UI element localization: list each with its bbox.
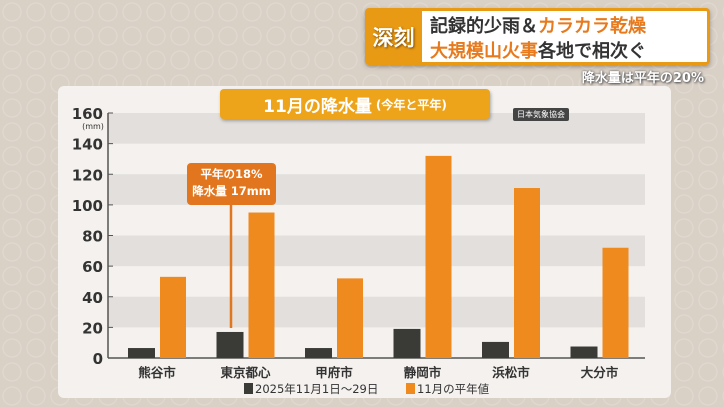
y-tick-label: 80 (82, 228, 103, 246)
bar-this-year (393, 328, 421, 358)
x-tick-label: 静岡市 (404, 365, 442, 380)
bar-this-year (216, 331, 244, 358)
y-tick-label: 60 (82, 258, 103, 276)
annotation-callout: 平年の18% 降水量 17mm (187, 163, 276, 205)
y-tick-label: 20 (82, 319, 103, 337)
legend-swatch-this-year (244, 383, 253, 394)
bar-normal (160, 276, 186, 358)
bar-normal (337, 278, 363, 358)
y-tick-label: 120 (72, 166, 103, 184)
legend-swatch-normal (406, 383, 415, 394)
y-axis-unit: (mm) (82, 122, 104, 131)
grid-band (108, 235, 645, 267)
y-tick-label: 140 (72, 136, 103, 154)
x-tick-label: 熊谷市 (138, 365, 176, 380)
x-tick-label: 浜松市 (492, 365, 530, 380)
bar-normal (602, 247, 629, 358)
headline-line1b: カラカラ乾燥 (538, 16, 646, 37)
x-tick-label: 大分市 (581, 365, 619, 380)
chart-title-suffix: (今年と平年) (375, 97, 447, 112)
chart-title-main: 11月の降水量 (263, 96, 372, 117)
y-tick-label: 0 (93, 350, 103, 368)
x-tick-label: 甲府市 (315, 365, 353, 380)
callout-line1: 平年の18% (200, 167, 263, 181)
bar-this-year (570, 346, 598, 358)
headline-line1a: 記録的少雨＆ (430, 16, 538, 37)
subtitle: 降水量は平年の20% (581, 71, 704, 86)
grid-band (108, 296, 645, 328)
headline-text: 記録的少雨＆カラカラ乾燥 大規模山火事各地で相次ぐ (422, 8, 710, 65)
callout-line2: 降水量 17mm (192, 184, 271, 198)
bar-this-year (482, 341, 509, 358)
y-tick-label: 40 (82, 289, 103, 307)
legend-label-normal: 11月の平年値 (417, 382, 490, 396)
bar-normal (514, 188, 540, 358)
source-label: 日本気象協会 (513, 108, 569, 121)
chart-title: 11月の降水量 (今年と平年) (220, 89, 490, 119)
severity-tag: 深刻 (365, 8, 422, 65)
legend-label-this-year: 2025年11月1日〜29日 (255, 382, 378, 396)
bar-normal (425, 155, 452, 358)
bar-this-year (305, 348, 332, 358)
headline-line2a: 大規模山火事 (430, 41, 538, 62)
x-tick-label: 東京都心 (220, 365, 271, 380)
bar-this-year (128, 348, 155, 358)
bar-normal (248, 212, 275, 358)
y-tick-label: 160 (72, 105, 103, 123)
headline-line2b: 各地で相次ぐ (538, 41, 646, 62)
headline-banner: 深刻 記録的少雨＆カラカラ乾燥 大規模山火事各地で相次ぐ (365, 8, 710, 65)
y-tick-label: 100 (72, 197, 103, 215)
